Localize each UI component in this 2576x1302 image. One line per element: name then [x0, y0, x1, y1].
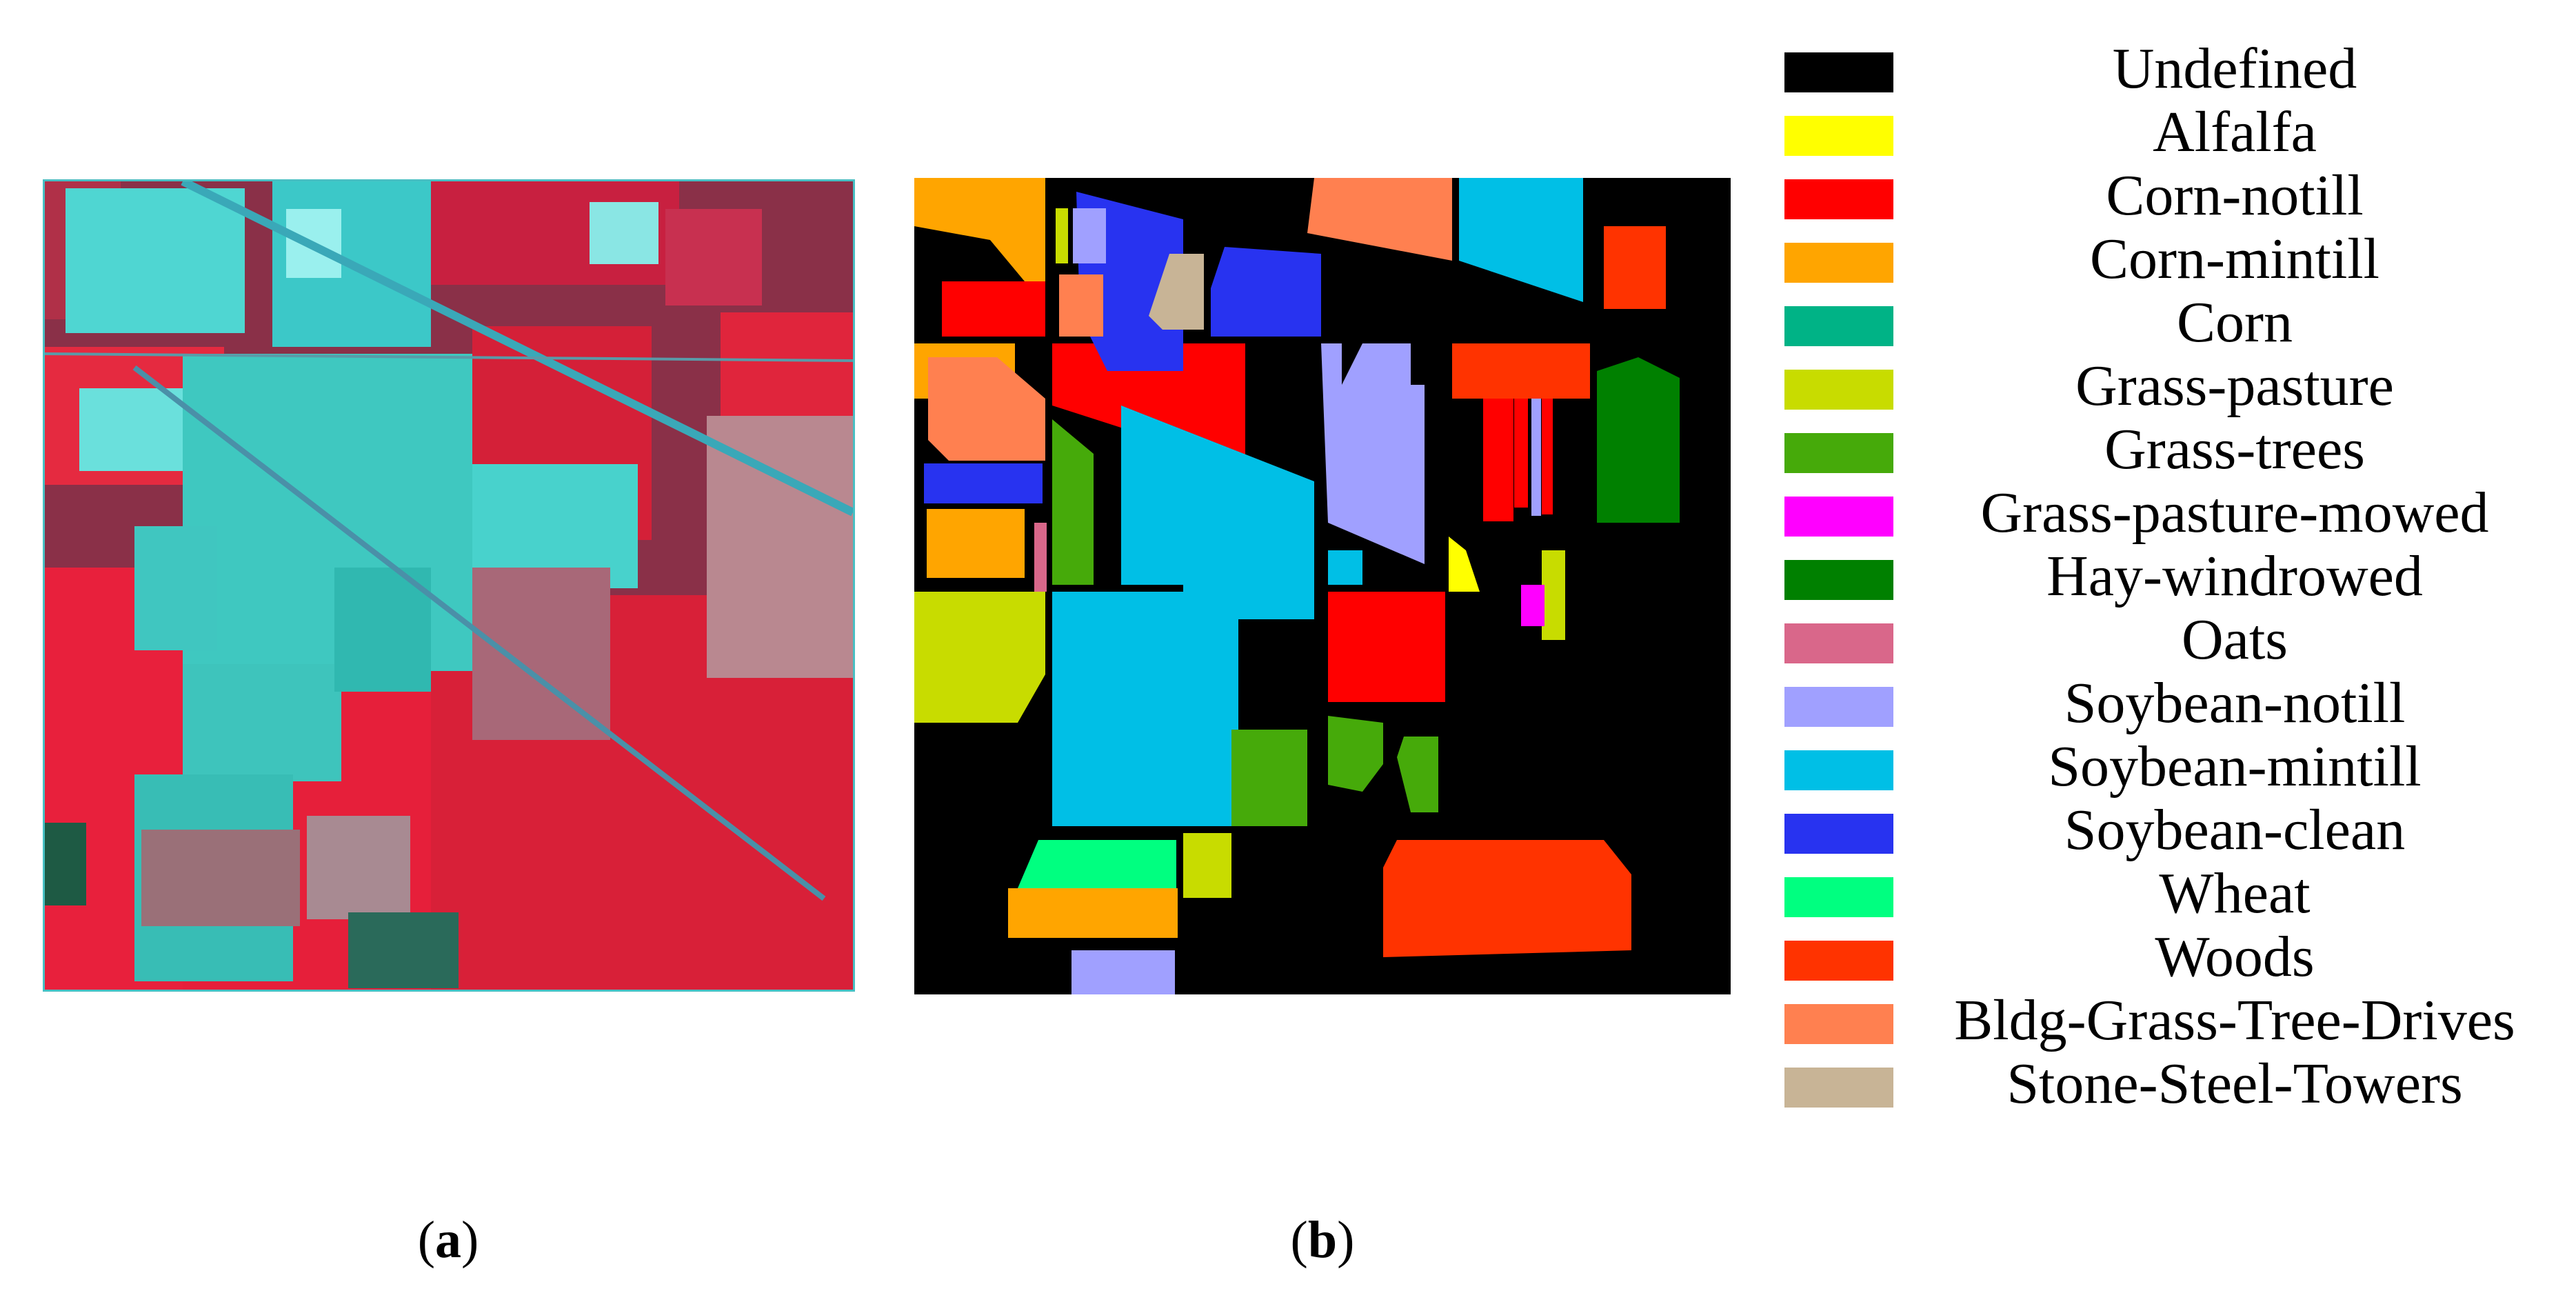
region-woods	[1383, 840, 1631, 957]
region-grass-trees	[1328, 716, 1383, 792]
legend-swatch	[1784, 877, 1893, 917]
legend-label: Oats	[2182, 608, 2288, 672]
legend-label: Alfalfa	[2153, 100, 2317, 164]
legend-swatch	[1784, 370, 1893, 410]
legend-swatch	[1784, 941, 1893, 981]
legend-swatch	[1784, 750, 1893, 790]
region-wheat	[1018, 840, 1176, 888]
legend-label: Soybean-mintill	[2048, 734, 2422, 799]
caption-b: (b)	[1290, 1211, 1355, 1269]
legend-label: Grass-pasture-mowed	[1980, 481, 2489, 545]
region-soybean-clean	[1211, 247, 1321, 337]
legend-swatch	[1784, 116, 1893, 156]
region-grass-trees	[1397, 737, 1438, 812]
legend-item: Hay-windrowed	[1784, 545, 2576, 608]
region-soybean-clean	[924, 463, 1043, 503]
legend-swatch	[1784, 1068, 1893, 1108]
legend-label: Undefined	[2112, 37, 2357, 101]
legend-swatch	[1784, 814, 1893, 854]
region-corn-notill	[1483, 397, 1513, 521]
legend-label: Grass-trees	[2104, 417, 2365, 481]
legend-label: Corn-mintill	[2090, 227, 2379, 291]
legend-swatch	[1784, 687, 1893, 727]
region-soybean-notill	[1071, 950, 1175, 994]
region-corn-notill	[1328, 592, 1445, 702]
legend-swatch	[1784, 497, 1893, 537]
region-woods	[1604, 226, 1666, 309]
legend-item: Alfalfa	[1784, 101, 2576, 164]
region-bldg-grass-tree-drives	[928, 357, 1045, 461]
legend-label: Woods	[2155, 925, 2315, 989]
legend-item: Woods	[1784, 925, 2576, 989]
legend-swatch	[1784, 179, 1893, 219]
caption-a-letter: a	[435, 1211, 461, 1269]
ground-truth-map-canvas	[914, 178, 1731, 994]
region-grass-pasture	[1183, 833, 1231, 898]
region-corn-mintill	[927, 509, 1025, 578]
legend-label: Bldg-Grass-Tree-Drives	[1954, 988, 2515, 1052]
region-grass-pasture	[914, 592, 1045, 723]
legend-item: Soybean-mintill	[1784, 735, 2576, 799]
region-grass-trees	[1231, 730, 1307, 826]
region-grass-pasture	[1542, 550, 1565, 640]
legend-swatch	[1784, 433, 1893, 473]
legend-label: Soybean-clean	[2064, 798, 2406, 862]
legend-label: Wheat	[2159, 861, 2311, 925]
legend-item: Grass-pasture	[1784, 354, 2576, 418]
legend-item: Stone-Steel-Towers	[1784, 1052, 2576, 1116]
legend-item: Undefined	[1784, 37, 2576, 101]
legend-swatch	[1784, 52, 1893, 92]
legend-item: Oats	[1784, 608, 2576, 672]
legend-label: Corn-notill	[2106, 163, 2364, 228]
ground-truth-map	[914, 178, 1731, 994]
legend-swatch	[1784, 1004, 1893, 1044]
region-soybean-notill	[1321, 343, 1425, 564]
region-bldg-grass-tree-drives	[1307, 178, 1452, 261]
region-grass-pasture	[1056, 208, 1068, 263]
region-corn-mintill	[914, 178, 1045, 281]
legend-item: Bldg-Grass-Tree-Drives	[1784, 989, 2576, 1052]
legend-swatch	[1784, 243, 1893, 283]
legend-swatch	[1784, 306, 1893, 346]
region-corn-notill	[1514, 397, 1528, 508]
region-stone-steel-towers	[1149, 254, 1204, 330]
region-woods	[1452, 343, 1590, 399]
region-alfalfa	[1449, 537, 1480, 592]
legend-label: Grass-pasture	[2075, 354, 2394, 418]
region-corn-mintill	[1008, 888, 1178, 938]
false-color-image-canvas	[45, 181, 853, 990]
legend-item: Grass-trees	[1784, 418, 2576, 481]
legend-item: Corn-notill	[1784, 164, 2576, 228]
region-grass-pasture-mowed	[1521, 585, 1544, 626]
legend-item: Soybean-clean	[1784, 799, 2576, 862]
legend-item: Grass-pasture-mowed	[1784, 481, 2576, 545]
legend-label: Hay-windrowed	[2046, 544, 2423, 608]
region-corn-notill	[942, 281, 1045, 337]
region-soybean-mintill	[1052, 592, 1183, 826]
legend-label: Corn	[2177, 290, 2293, 354]
region-soybean-notill	[1531, 399, 1541, 516]
legend-item: Soybean-notill	[1784, 672, 2576, 735]
legend-item: Corn	[1784, 291, 2576, 354]
legend-swatch	[1784, 560, 1893, 600]
region-soybean-notill	[1073, 208, 1106, 263]
region-corn-notill	[1542, 397, 1553, 514]
region-bldg-grass-tree-drives	[1059, 274, 1103, 337]
region-grass-trees	[1052, 419, 1094, 585]
legend-item: Wheat	[1784, 862, 2576, 925]
legend-swatch	[1784, 623, 1893, 663]
false-color-image	[43, 179, 855, 992]
legend-item: Corn-mintill	[1784, 228, 2576, 291]
region-hay-windrowed	[1597, 357, 1680, 523]
legend-label: Soybean-notill	[2064, 671, 2406, 735]
caption-a: (a)	[417, 1211, 479, 1269]
region-oats	[1034, 523, 1047, 592]
region-soybean-mintill	[1328, 550, 1362, 585]
legend-label: Stone-Steel-Towers	[2006, 1052, 2463, 1116]
region-soybean-mintill	[1121, 405, 1314, 826]
class-legend: Undefined Alfalfa Corn-notill Corn-mintill C…	[1784, 37, 2576, 1116]
region-soybean-mintill	[1459, 178, 1583, 302]
caption-b-letter: b	[1307, 1211, 1338, 1269]
